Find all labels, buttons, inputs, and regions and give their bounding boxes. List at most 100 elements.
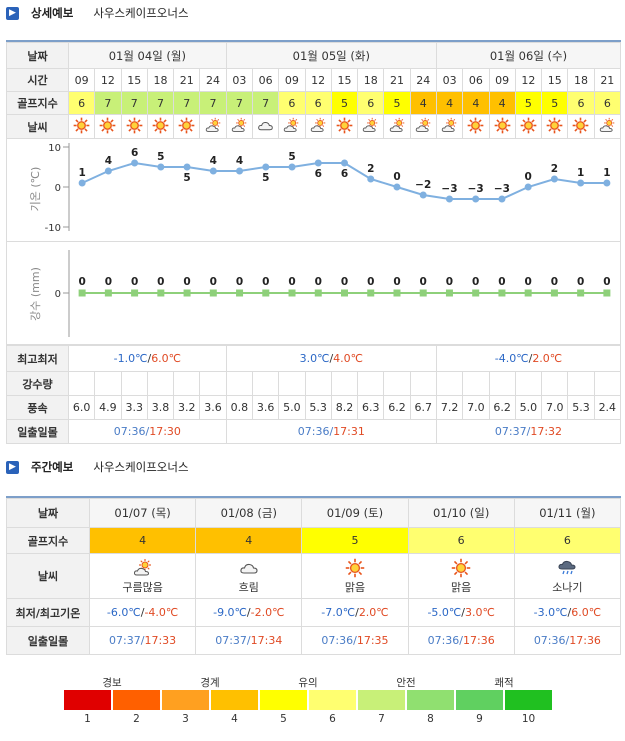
cloud-icon [251, 114, 280, 139]
time-cell: 12 [304, 68, 332, 92]
sun-label: 일출일몰 [6, 419, 69, 444]
rainfall-cell [409, 371, 437, 396]
weekly-golf-cell: 6 [407, 527, 515, 554]
golf-index-cell: 7 [225, 91, 253, 115]
golf-index-cell: 4 [462, 91, 490, 115]
max-temp: -2.0℃ [250, 606, 285, 619]
scale-label: 안전 [396, 677, 416, 689]
sunrise-time: 07:36 [113, 425, 146, 438]
cloud-sun-icon [304, 114, 332, 139]
temp-data-label: 2 [367, 163, 374, 175]
cloud-sun-icon [409, 114, 437, 139]
rain-point [78, 289, 86, 297]
scale-segment: 6 [308, 689, 357, 725]
sunrise-time: 07:36 [533, 634, 566, 647]
temp-data-label: −2 [415, 179, 431, 191]
min-temp: -1.0℃ [113, 352, 148, 365]
time-cell: 18 [567, 68, 595, 92]
time-label: 시간 [6, 68, 69, 92]
max-temp: 2.0℃ [532, 352, 563, 365]
time-cell: 03 [225, 68, 253, 92]
sunset-time: 17:34 [250, 634, 283, 647]
rain-point [445, 289, 453, 297]
wind-cell: 6.3 [357, 395, 385, 420]
scale-segment: 5 [259, 689, 308, 725]
min-temp: -9.0℃ [213, 606, 247, 619]
rain-data-label: 0 [393, 276, 400, 288]
golf-index-cell: 6 [567, 91, 595, 115]
weekly-minmax-cell: -9.0℃/-2.0℃ [195, 598, 303, 627]
weekly-minmax-cell: -5.0℃/3.0℃ [407, 598, 515, 627]
golf-scale-labels: 경보 경계 유의 안전 쾌적 [63, 675, 553, 689]
sun-icon [330, 114, 359, 139]
golf-index-cell: 7 [94, 91, 122, 115]
scale-color-bar [161, 689, 210, 711]
sun-icon [462, 114, 490, 139]
shower-icon [515, 558, 620, 578]
sunset-time: 17:32 [530, 425, 563, 438]
temp-axis-label: 기온 (℃) [29, 167, 42, 212]
max-temp: 6.0℃ [571, 606, 602, 619]
date-header: 01월 04일 (월) [68, 42, 227, 69]
rain-data-label: 0 [157, 276, 164, 288]
temp-data-label: 6 [341, 168, 348, 180]
cloud-sun-icon [225, 114, 253, 139]
rainfall-label: 강수량 [6, 371, 69, 396]
scale-segment: 10 [504, 689, 553, 725]
weekly-date-label: 날짜 [6, 498, 90, 528]
cloud-sun-icon [593, 114, 622, 139]
rainfall-cell [120, 371, 148, 396]
wind-cell: 3.3 [120, 395, 148, 420]
rain-data-label: 0 [420, 276, 427, 288]
temp-data-label: 4 [236, 155, 243, 167]
weekly-minmax-cell: -7.0℃/2.0℃ [301, 598, 409, 627]
scale-segment: 9 [455, 689, 504, 725]
wind-cell: 3.2 [173, 395, 201, 420]
rain-chart: 강수 (mm) 0 0 0 0 0 0 0 0 0 0 0 0 0 0 0 0 0 0 0 0 0 0 [6, 242, 621, 345]
time-cell: 09 [488, 68, 516, 92]
rain-data-label: 0 [551, 276, 558, 288]
scale-color-bar [357, 689, 406, 711]
sunset-time: 17:35 [356, 634, 389, 647]
temperature-chart: 기온 (℃) 10 0 -10 1 4 6 5 5 4 4 5 5 6 6 2 0 −2 −3 −3 −3 0 2 1 1 [6, 139, 621, 242]
rainfall-cell [199, 371, 227, 396]
max-temp: 4.0℃ [333, 352, 364, 365]
cloud-sun-icon [383, 114, 411, 139]
sun-icon [67, 114, 96, 139]
weekly-golf-cell: 6 [513, 527, 622, 554]
scale-number: 4 [231, 713, 238, 725]
time-cell: 21 [593, 68, 622, 92]
time-cell: 12 [94, 68, 122, 92]
detail-section-header: ▶ 상세예보 사우스케이프오너스 [6, 5, 189, 21]
golf-index-cell: 5 [330, 91, 359, 115]
scale-color-bar [504, 689, 553, 711]
temp-point [393, 183, 401, 191]
rain-point [104, 289, 112, 297]
temp-tick-label: -10 [45, 223, 61, 234]
wind-cell: 5.0 [278, 395, 306, 420]
max-temp: 3.0℃ [465, 606, 495, 619]
rain-point [131, 289, 139, 297]
weekly-weather-cell: 구름많음 [88, 553, 197, 599]
date-label: 날짜 [6, 42, 69, 69]
scale-segment: 1 [63, 689, 112, 725]
wind-cell: 5.3 [567, 395, 595, 420]
arrow-icon: ▶ [6, 460, 19, 474]
temp-data-label: −3 [468, 183, 484, 195]
rain-data-label: 0 [78, 276, 85, 288]
wind-cell: 3.6 [199, 395, 227, 420]
scale-color-bar [112, 689, 161, 711]
wind-cell: 6.7 [409, 395, 437, 420]
detail-course-name: 사우스케이프오너스 [93, 6, 189, 20]
scale-color-bar [406, 689, 455, 711]
time-cell: 21 [383, 68, 411, 92]
rain-data-label: 0 [472, 276, 479, 288]
scale-color-bar [455, 689, 504, 711]
weekly-date-cell: 01/07 (목) [88, 498, 197, 528]
weekly-date-cell: 01/10 (일) [407, 498, 515, 528]
weather-desc: 구름많음 [122, 580, 163, 594]
sun-icon [120, 114, 148, 139]
temp-data-label: 4 [105, 155, 112, 167]
weather-desc: 맑음 [451, 580, 472, 594]
weather-desc: 흐림 [238, 580, 259, 594]
